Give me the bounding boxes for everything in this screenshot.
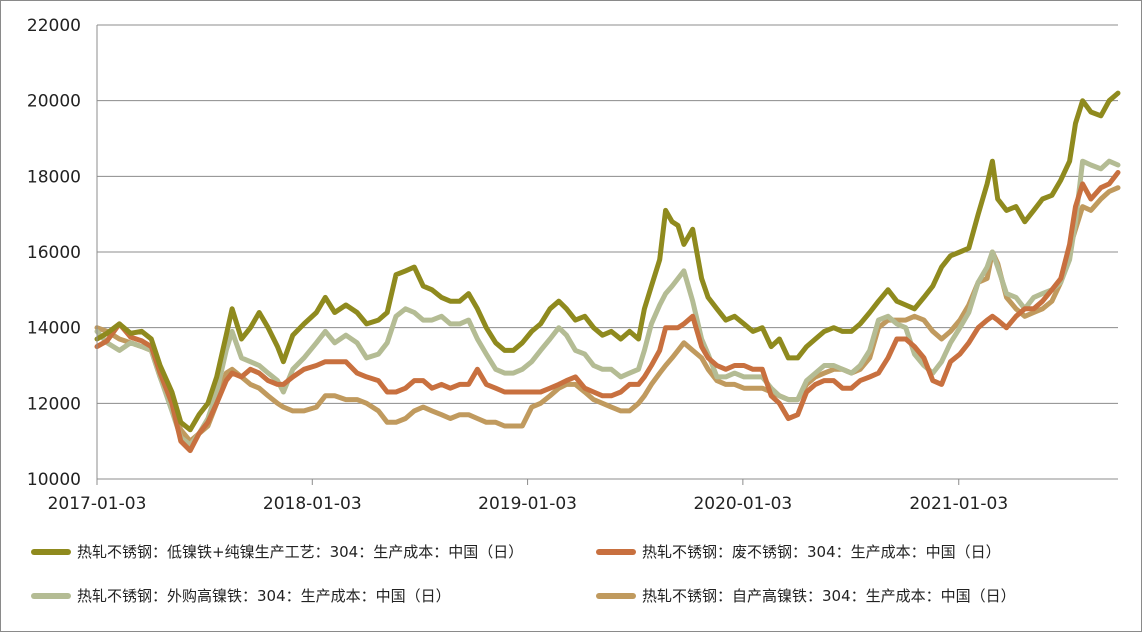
line-chart: 10000 12000 14000 16000 18000 20000 22000 2017…: [27, 16, 1121, 514]
legend-swatch-3: [31, 592, 71, 599]
x-tick-2020-01-03: 2020-01-03: [693, 494, 792, 514]
legend-label-2: 热轧不锈钢：废不锈钢：304：生产成本：中国（日）: [642, 543, 1001, 561]
legend-swatch-4: [596, 592, 636, 599]
y-tick-16000: 16000: [27, 243, 81, 263]
legend-label-1: 热轧不锈钢：低镍铁+纯镍生产工艺：304：生产成本：中国（日）: [77, 543, 524, 561]
y-tick-labels: 10000 12000 14000 16000 18000 20000 22000: [27, 16, 81, 490]
legend-item-1: 热轧不锈钢：低镍铁+纯镍生产工艺：304：生产成本：中国（日）: [31, 541, 523, 562]
legend-item-4: 热轧不锈钢：自产高镍铁：304：生产成本：中国（日）: [596, 585, 1016, 606]
y-tick-20000: 20000: [27, 92, 81, 112]
y-tick-10000: 10000: [27, 470, 81, 490]
legend-label-4: 热轧不锈钢：自产高镍铁：304：生产成本：中国（日）: [642, 587, 1016, 605]
y-tick-18000: 18000: [27, 167, 81, 187]
legend-swatch-2: [596, 548, 636, 555]
series-lines: [94, 90, 1121, 454]
y-tick-22000: 22000: [27, 16, 81, 36]
series-line-4: [94, 185, 1121, 444]
y-tick-14000: 14000: [27, 319, 81, 339]
legend-item-2: 热轧不锈钢：废不锈钢：304：生产成本：中国（日）: [596, 541, 1001, 562]
legend-swatch-1: [31, 548, 71, 555]
series-line-1: [94, 90, 1121, 433]
x-tick-2021-01-03: 2021-01-03: [909, 494, 1008, 514]
x-tick-labels: 2017-01-03 2018-01-03 2019-01-03 2020-01-03…: [48, 494, 1009, 514]
x-tick-2018-01-03: 2018-01-03: [263, 494, 362, 514]
axes: [96, 25, 1118, 485]
series-line-2: [94, 170, 1121, 454]
legend-label-3: 热轧不锈钢：外购高镍铁：304：生产成本：中国（日）: [77, 587, 451, 605]
legend: 热轧不锈钢：低镍铁+纯镍生产工艺：304：生产成本：中国（日） 热轧不锈钢：废不…: [31, 541, 1131, 621]
x-tick-2019-01-03: 2019-01-03: [478, 494, 577, 514]
series-line-3: [94, 158, 1121, 448]
x-tick-2017-01-03: 2017-01-03: [48, 494, 147, 514]
y-tick-12000: 12000: [27, 394, 81, 414]
legend-item-3: 热轧不锈钢：外购高镍铁：304：生产成本：中国（日）: [31, 585, 451, 606]
